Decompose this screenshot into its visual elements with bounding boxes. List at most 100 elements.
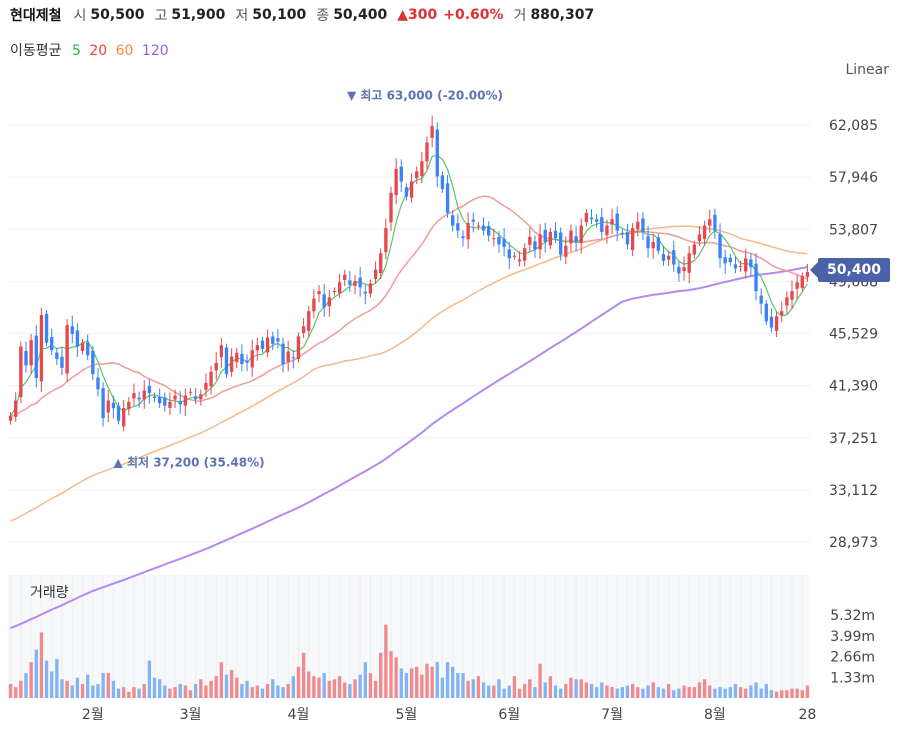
volume-bar — [420, 674, 424, 698]
volume-bar — [785, 690, 789, 698]
volume-bar — [569, 677, 573, 698]
low-annotation: ▲ 최저 37,200 (35.48%) — [114, 454, 265, 469]
volume-bar — [692, 687, 696, 698]
volume-bar — [451, 666, 455, 698]
volume-bar — [538, 663, 542, 698]
candle-body — [594, 219, 599, 222]
ma-120-label[interactable]: 120 — [141, 43, 169, 59]
volume-bar — [281, 687, 285, 698]
candle-body — [723, 257, 727, 264]
candle-body — [219, 345, 224, 358]
close-label: 종 — [316, 8, 330, 24]
volume-bar — [132, 687, 136, 698]
volume-bar — [337, 676, 342, 698]
volume-bar — [296, 666, 301, 698]
volume-bar — [687, 687, 691, 698]
volume-bar — [697, 682, 702, 698]
candle-body — [199, 394, 203, 400]
candle-body — [327, 297, 331, 307]
candle-body — [147, 386, 152, 394]
open-value: 50,500 — [90, 7, 145, 23]
volume-bar — [75, 677, 80, 698]
volume-bar — [584, 682, 589, 698]
volume-bar — [86, 674, 90, 698]
candle-body — [312, 298, 316, 312]
ma-5-line — [10, 154, 808, 417]
candle-body — [96, 377, 100, 390]
volume-bar — [317, 677, 321, 698]
candle-body — [111, 402, 116, 409]
x-tick-label: 28 — [799, 707, 817, 723]
price-tick-label: 28,973 — [829, 535, 878, 551]
candle-body — [476, 225, 481, 227]
candle-body — [584, 212, 589, 223]
x-tick-label: 2월 — [82, 707, 104, 723]
volume-bar — [615, 688, 619, 698]
volume-bar — [209, 680, 213, 698]
volume-bar — [271, 679, 275, 698]
volume-bar — [19, 680, 23, 698]
candle-body — [769, 316, 774, 328]
candle-body — [754, 263, 758, 292]
volume-panel-bg — [8, 575, 810, 698]
volume-bar — [276, 685, 280, 698]
volume-bar — [471, 679, 475, 698]
candle-body — [528, 236, 532, 245]
candle-body — [600, 217, 604, 232]
moving-average-legend[interactable]: 이동평균 5 20 60 120 — [10, 40, 175, 60]
price-tick-label: 53,807 — [829, 222, 878, 238]
volume-bar — [764, 683, 768, 698]
volume-bar — [605, 685, 609, 698]
volume-bar — [630, 683, 635, 698]
volume-bar — [744, 688, 748, 698]
candle-body — [332, 291, 337, 293]
candle-body — [204, 382, 208, 390]
candle-body — [651, 241, 655, 249]
volume-bar — [322, 673, 326, 698]
candle-body — [188, 391, 193, 393]
volume-bar — [96, 683, 100, 698]
candle-body — [39, 314, 44, 382]
volume-bar — [173, 687, 177, 698]
x-tick-label: 5월 — [396, 707, 418, 723]
candle-body — [137, 397, 141, 400]
candle-body — [116, 405, 121, 421]
candle-body — [466, 223, 470, 240]
volume-label: 거 — [513, 8, 527, 24]
scale-toggle[interactable]: Linear — [845, 62, 889, 78]
candle-body — [80, 342, 85, 351]
price-tick-label: 37,251 — [829, 431, 878, 447]
volume-bar — [399, 668, 403, 698]
candle-body — [764, 303, 768, 322]
volume-bar — [409, 668, 414, 698]
candle-body — [276, 338, 280, 342]
candle-body — [373, 269, 378, 279]
volume-bar — [728, 687, 732, 698]
volume-bar — [425, 663, 429, 698]
volume-bar — [286, 683, 290, 698]
candle-body — [692, 244, 696, 255]
volume-bar — [440, 677, 445, 698]
volume-bar — [512, 676, 517, 698]
candle-body — [358, 277, 362, 288]
candle-body — [538, 234, 542, 250]
candle-body — [697, 234, 702, 242]
price-tick-label: 41,390 — [829, 379, 878, 395]
volume-bar — [672, 690, 676, 698]
volume-bar — [39, 632, 44, 698]
candle-body — [744, 258, 748, 272]
candle-body — [605, 225, 609, 236]
candle-body — [517, 259, 522, 262]
ma-20-label[interactable]: 20 — [89, 43, 108, 59]
candle-body — [14, 400, 18, 417]
volume-bar — [661, 688, 666, 698]
ma-5-label[interactable]: 5 — [71, 43, 81, 59]
candle-body — [307, 311, 311, 331]
candle-body — [183, 395, 188, 406]
open-label: 시 — [73, 8, 87, 24]
candle-body — [60, 356, 64, 368]
ma-60-label[interactable]: 60 — [115, 43, 134, 59]
stock-name: 현대제철 — [10, 8, 62, 24]
candle-body — [512, 255, 517, 257]
